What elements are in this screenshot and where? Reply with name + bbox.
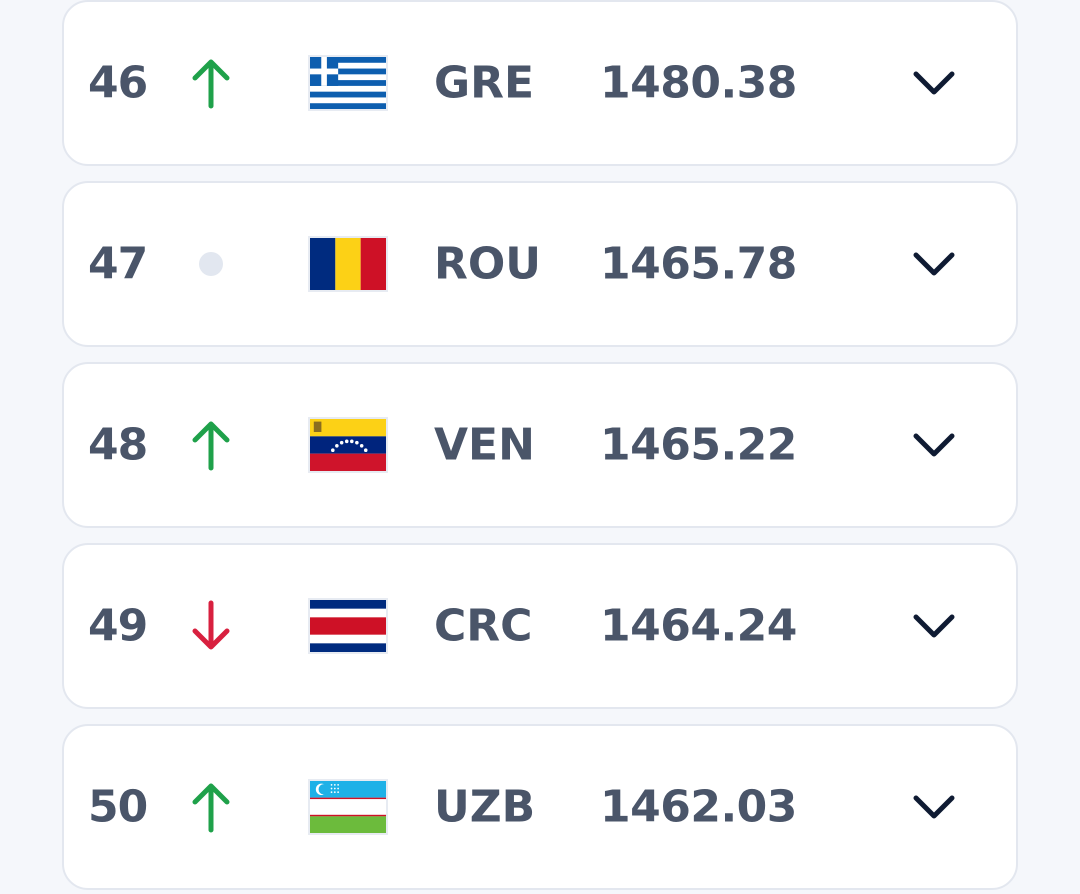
points-value: 1480.38: [600, 57, 797, 109]
trend-down-arrow-icon: [186, 596, 236, 656]
trend-up-arrow-icon: [186, 415, 236, 475]
ranking-row[interactable]: 50 UZB 1462.03: [62, 724, 1018, 890]
points-value: 1464.24: [600, 600, 797, 652]
rank-number: 46: [88, 57, 148, 109]
points-value: 1462.03: [600, 781, 797, 833]
ranking-row[interactable]: 49 CRC 1464.24: [62, 543, 1018, 709]
trend-up-arrow-icon: [186, 53, 236, 113]
romania-flag-icon: [308, 236, 388, 292]
rank-number: 49: [88, 600, 148, 652]
chevron-down-icon[interactable]: [912, 611, 956, 641]
country-code: VEN: [434, 419, 535, 471]
chevron-down-icon[interactable]: [912, 792, 956, 822]
trend-up-arrow-icon: [186, 777, 236, 837]
chevron-down-icon[interactable]: [912, 249, 956, 279]
ranking-row[interactable]: 47 ROU 1465.78: [62, 181, 1018, 347]
trend-neutral-dot-icon: [186, 234, 236, 294]
chevron-down-icon[interactable]: [912, 68, 956, 98]
ranking-row[interactable]: 46 GRE 1480.38: [62, 0, 1018, 166]
country-code: GRE: [434, 57, 535, 109]
ranking-row[interactable]: 48 VEN 1465.22: [62, 362, 1018, 528]
points-value: 1465.78: [600, 238, 797, 290]
rank-number: 50: [88, 781, 148, 833]
greece-flag-icon: [308, 55, 388, 111]
rank-number: 47: [88, 238, 148, 290]
costa-rica-flag-icon: [308, 598, 388, 654]
rank-number: 48: [88, 419, 148, 471]
points-value: 1465.22: [600, 419, 797, 471]
country-code: ROU: [434, 238, 542, 290]
venezuela-flag-icon: [308, 417, 388, 473]
chevron-down-icon[interactable]: [912, 430, 956, 460]
country-code: UZB: [434, 781, 536, 833]
country-code: CRC: [434, 600, 533, 652]
uzbekistan-flag-icon: [308, 779, 388, 835]
